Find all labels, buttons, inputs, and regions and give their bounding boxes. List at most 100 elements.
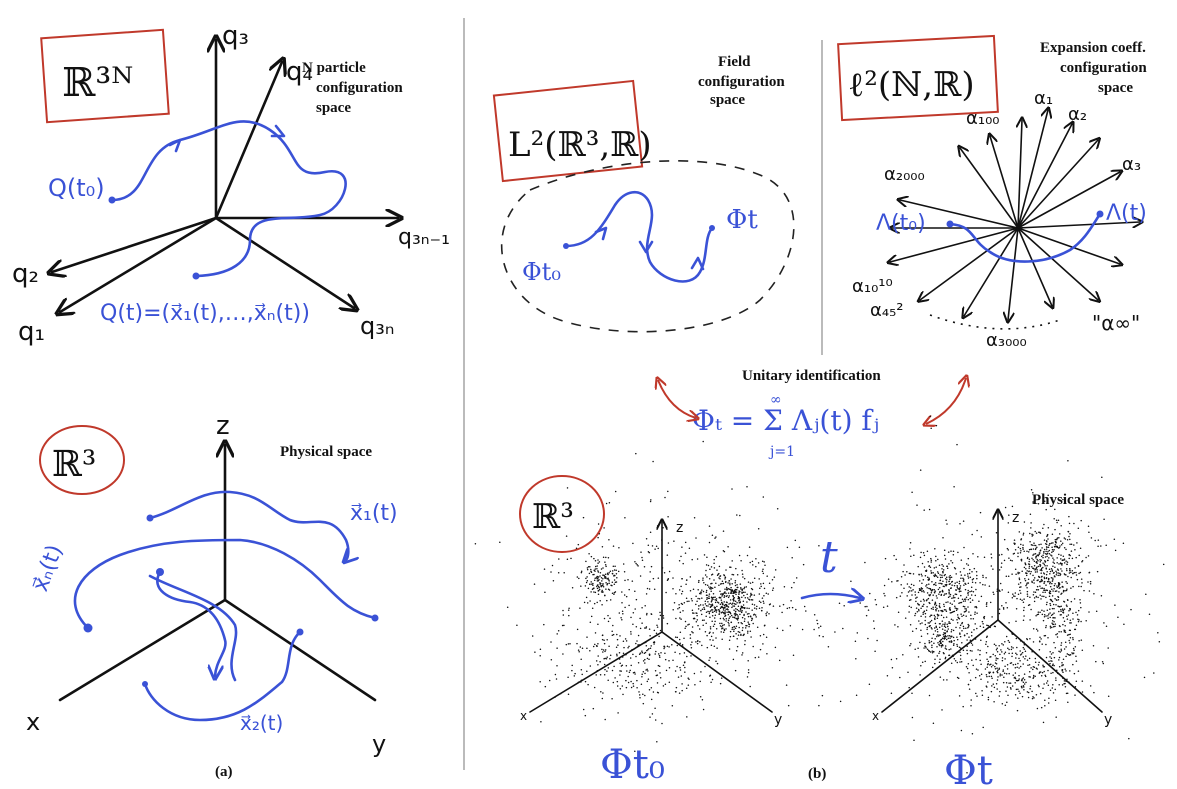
density-dot: [708, 577, 711, 580]
density-dot: [921, 582, 923, 584]
density-dot: [613, 579, 616, 581]
density-dot: [760, 601, 762, 604]
density-dot: [681, 590, 684, 593]
density-dot: [906, 583, 909, 585]
density-dot: [1008, 514, 1010, 516]
density-dot: [652, 460, 654, 463]
density-dot: [1014, 677, 1017, 680]
axis-b8: [1017, 140, 1098, 229]
density-dot: [1058, 546, 1061, 549]
density-dot: [765, 592, 768, 594]
density-dot: [928, 625, 931, 628]
density-dot: [1068, 535, 1070, 538]
density-dot: [934, 606, 937, 608]
traj-start-dot: [108, 196, 116, 204]
density-dot: [1014, 682, 1016, 684]
density-dot: [1059, 651, 1061, 653]
density-dot: [608, 572, 610, 574]
density-dot: [738, 599, 741, 601]
density-dot: [1145, 593, 1147, 595]
density-dot: [937, 635, 940, 637]
density-dot: [625, 665, 628, 667]
density-dot: [1088, 611, 1090, 613]
density-dot: [982, 626, 985, 628]
density-dot: [1018, 674, 1020, 677]
density-dot: [1044, 675, 1047, 678]
density-dot: [1062, 555, 1065, 557]
density-dot: [1028, 558, 1031, 560]
density-dot: [627, 675, 629, 678]
density-dot: [706, 594, 708, 597]
density-dot: [1043, 587, 1045, 590]
density-dot: [935, 595, 938, 597]
density-dot: [1073, 571, 1076, 574]
density-dot: [909, 541, 912, 544]
density-dot: [1018, 577, 1021, 579]
density-dot: [727, 606, 730, 608]
density-dot: [962, 600, 965, 602]
density-dot: [1043, 666, 1046, 668]
field-end-label: Φt: [726, 205, 758, 235]
density-dot: [910, 583, 913, 586]
density-dot: [1052, 623, 1054, 626]
density-dot: [908, 572, 911, 575]
density-dot: [1033, 544, 1035, 547]
density-dot: [1015, 657, 1017, 659]
physical-circle-label-a: ℝ³: [52, 444, 96, 485]
density-dot: [818, 704, 820, 707]
density-dot: [610, 584, 612, 587]
density-dot: [750, 619, 753, 622]
density-dot: [1056, 568, 1059, 570]
density-dot: [960, 601, 963, 604]
density-dot: [1062, 616, 1065, 619]
density-dot: [702, 440, 704, 443]
density-dot: [1077, 620, 1080, 623]
density-dot: [930, 640, 933, 643]
density-dot: [768, 582, 771, 585]
density-dot: [611, 697, 613, 700]
density-dot: [1061, 564, 1063, 566]
density-dot: [711, 534, 714, 537]
density-dot: [1050, 599, 1053, 601]
density-dot: [1037, 560, 1039, 562]
density-dot: [1042, 619, 1045, 622]
density-dot: [959, 627, 961, 629]
density-dot: [727, 582, 729, 584]
density-dot: [1047, 577, 1050, 580]
density-dot: [985, 640, 988, 643]
density-dot: [944, 578, 947, 580]
density-dot: [612, 681, 615, 684]
density-dot: [929, 587, 931, 590]
density-dot: [976, 612, 978, 614]
density-dot: [609, 657, 611, 660]
density-dot: [964, 574, 966, 576]
density-dot: [966, 772, 968, 774]
density-dot: [1042, 554, 1044, 556]
density-dot: [1066, 569, 1068, 572]
density-dot: [943, 637, 946, 640]
density-dot: [698, 605, 700, 607]
density-dot: [1002, 681, 1005, 684]
density-dot: [960, 729, 963, 732]
density-dot: [969, 568, 971, 571]
density-dot: [611, 572, 614, 575]
density-dot: [894, 624, 896, 626]
density-dot: [1043, 613, 1046, 616]
density-dot: [1001, 703, 1004, 705]
density-dot: [908, 605, 911, 608]
density-dot: [854, 640, 857, 642]
density-dot: [1046, 601, 1048, 604]
density-dot: [897, 625, 899, 628]
density-dot: [919, 641, 921, 644]
density-dot: [945, 576, 948, 578]
density-dot: [1037, 554, 1040, 557]
density-dot: [733, 616, 736, 619]
density-dot: [593, 587, 595, 589]
density-dot: [727, 588, 730, 590]
density-dot: [1022, 685, 1025, 687]
density-dot: [752, 622, 754, 625]
density-dot: [1029, 676, 1031, 678]
density-dot: [975, 658, 977, 661]
density-dot: [1033, 591, 1035, 593]
density-dot: [930, 619, 933, 622]
